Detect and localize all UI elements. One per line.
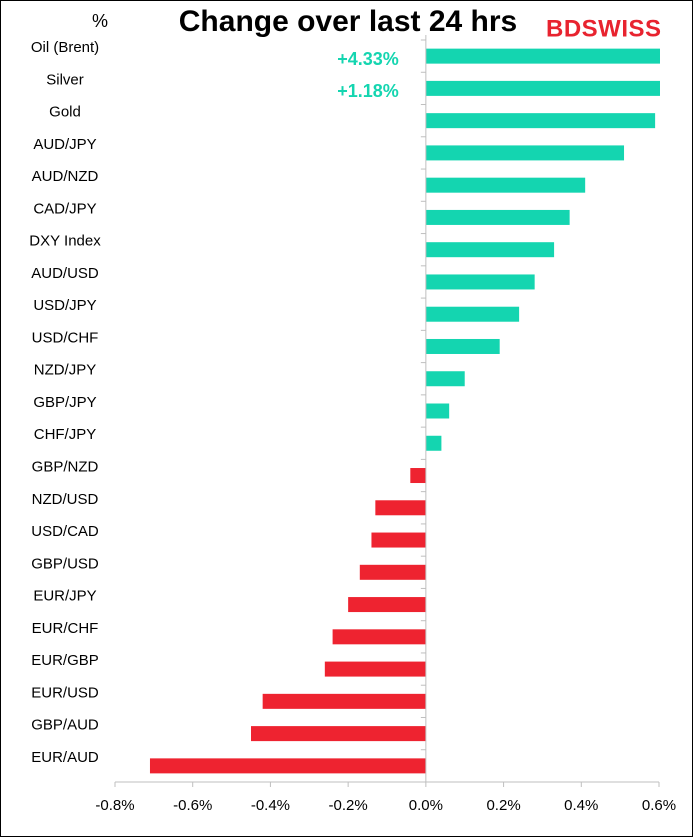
bar	[425, 242, 555, 258]
x-tick-label: 0.0%	[409, 797, 443, 814]
bar	[332, 629, 426, 645]
y-tick-label: USD/CHF	[32, 329, 99, 346]
x-tick-label: -0.8%	[95, 797, 134, 814]
y-tick-label: EUR/USD	[31, 684, 99, 701]
bar	[425, 435, 442, 451]
bar	[425, 177, 586, 193]
bar	[149, 758, 426, 774]
bar	[425, 145, 625, 161]
bar	[371, 532, 426, 548]
y-tick-label: NZD/USD	[32, 491, 99, 508]
y-tick-label: EUR/CHF	[32, 620, 99, 637]
y-tick-label: USD/CAD	[31, 523, 99, 540]
x-tick-label: -0.4%	[251, 797, 290, 814]
y-tick-label: GBP/AUD	[31, 717, 99, 734]
chart-title: Change over last 24 hrs	[179, 5, 517, 38]
bar	[425, 338, 500, 354]
bar	[410, 468, 426, 484]
y-tick-label: GBP/JPY	[33, 394, 96, 411]
bar	[425, 403, 450, 419]
bar	[425, 306, 520, 322]
y-tick-label: CHF/JPY	[34, 426, 97, 443]
bar	[359, 564, 426, 580]
y-tick-label: Silver	[46, 71, 84, 88]
y-tick-label: AUD/NZD	[32, 168, 99, 185]
bar	[375, 500, 426, 516]
x-tick-label: 0.2%	[486, 797, 520, 814]
bar	[324, 661, 426, 677]
plot-area	[149, 48, 660, 774]
x-tick-label: 0.4%	[564, 797, 598, 814]
y-tick-label: Oil (Brent)	[31, 39, 99, 56]
bar	[262, 693, 426, 709]
x-tick-label: -0.6%	[173, 797, 212, 814]
y-tick-label: EUR/AUD	[31, 749, 99, 766]
unit-label: %	[92, 11, 108, 31]
y-tick-label: USD/JPY	[33, 297, 96, 314]
y-tick-label: EUR/JPY	[33, 588, 96, 605]
y-tick-label: AUD/USD	[31, 265, 99, 282]
bar	[251, 726, 426, 742]
y-tick-label: GBP/NZD	[32, 458, 99, 475]
y-tick-label: DXY Index	[29, 233, 101, 250]
y-tick-label: Gold	[49, 104, 81, 121]
bar	[425, 113, 656, 129]
y-tick-label: EUR/GBP	[31, 652, 99, 669]
value-label: +1.18%	[337, 81, 399, 101]
logo: BDSWISS	[546, 15, 662, 42]
x-tick-label: -0.2%	[329, 797, 368, 814]
x-tick-label: 0.6%	[642, 797, 676, 814]
y-tick-label: AUD/JPY	[33, 136, 96, 153]
bar	[348, 597, 426, 613]
y-tick-label: CAD/JPY	[33, 200, 96, 217]
bar	[425, 274, 535, 290]
bar	[425, 48, 660, 64]
bar	[425, 209, 570, 225]
bar	[425, 80, 660, 96]
y-tick-label: GBP/USD	[31, 555, 99, 572]
bar	[425, 371, 465, 387]
value-label: +4.33%	[337, 49, 399, 69]
y-tick-label: NZD/JPY	[34, 362, 97, 379]
